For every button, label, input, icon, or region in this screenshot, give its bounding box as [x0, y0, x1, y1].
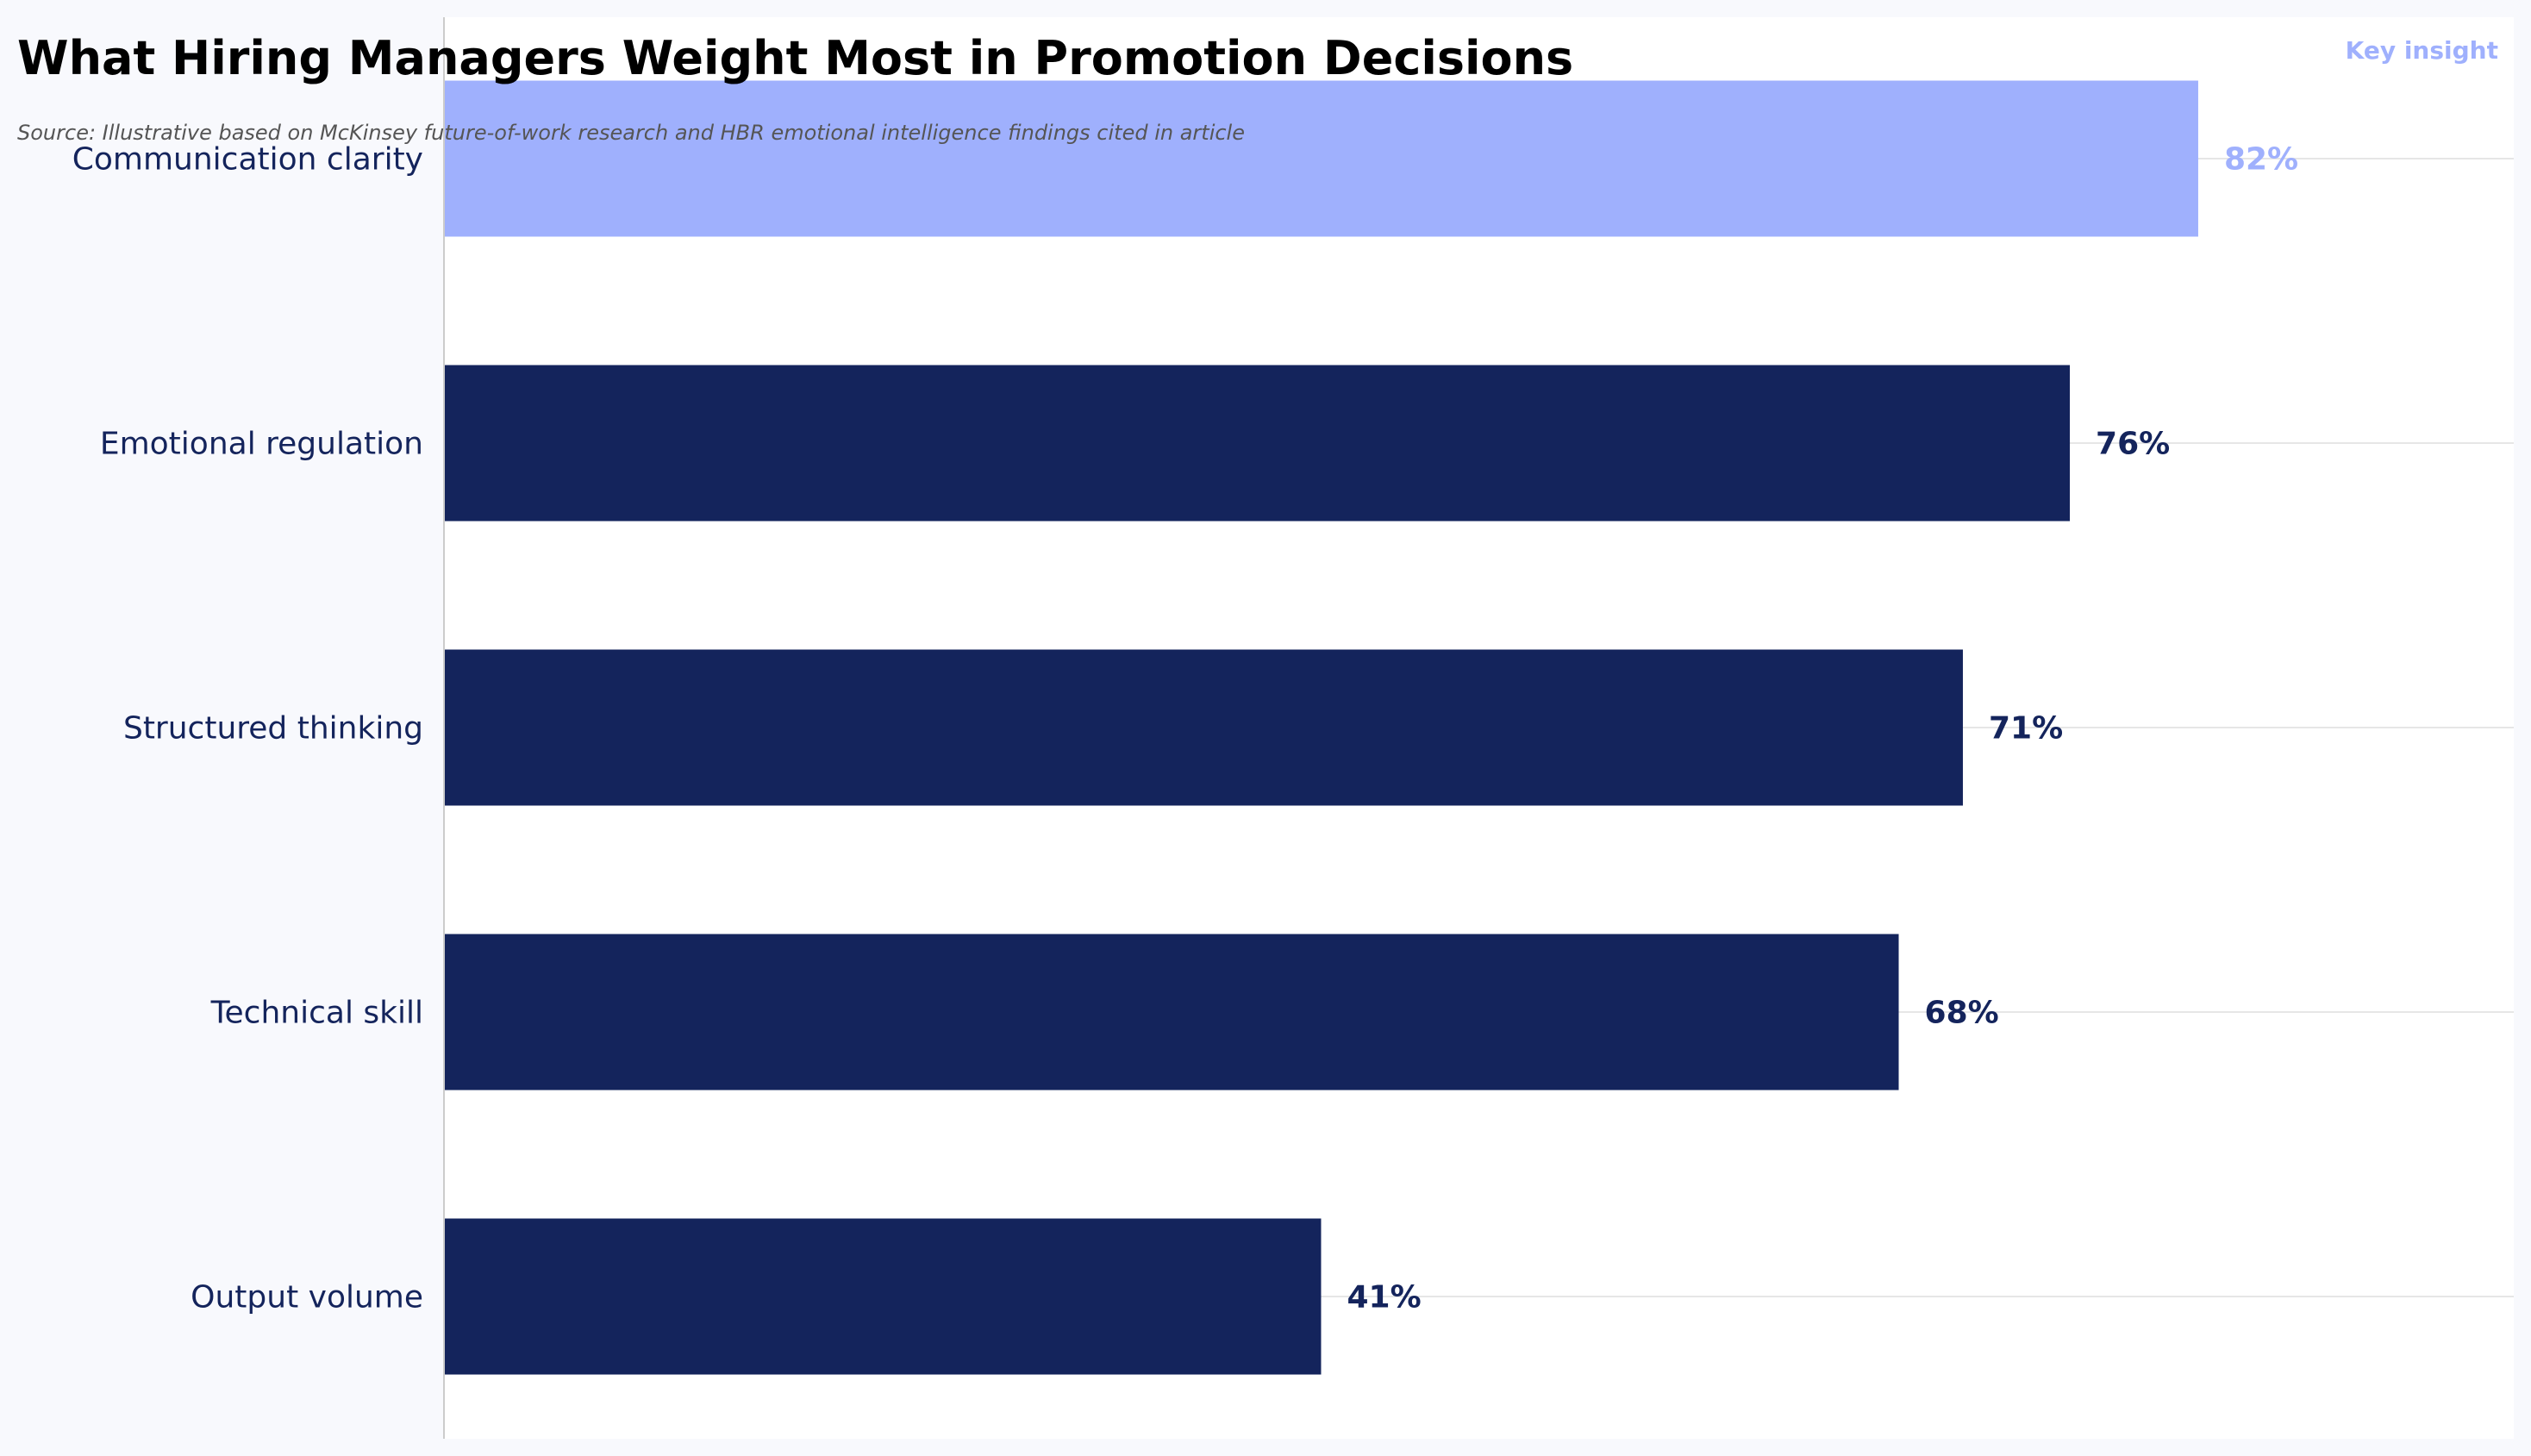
bar-3 — [444, 934, 1899, 1090]
value-label-0: 82% — [2224, 142, 2298, 178]
labels: Communication clarity 82% Emotional regula… — [72, 142, 2298, 1315]
category-label-2: Structured thinking — [123, 711, 423, 747]
chart-title: What Hiring Managers Weight Most in Prom… — [17, 31, 1573, 85]
value-label-1: 76% — [2096, 427, 2170, 462]
category-label-0: Communication clarity — [72, 142, 423, 178]
value-label-3: 68% — [1925, 996, 1999, 1031]
bar-2 — [444, 649, 1963, 806]
bar-0 — [444, 80, 2198, 237]
bar-4 — [444, 1218, 1322, 1375]
category-label-4: Output volume — [191, 1280, 423, 1315]
value-label-4: 41% — [1347, 1280, 1421, 1315]
value-label-2: 71% — [1989, 711, 2063, 747]
chart-subtitle: Source: Illustrative based on McKinsey f… — [17, 121, 1245, 145]
key-insight-annotation: Key insight — [2346, 36, 2498, 65]
category-label-1: Emotional regulation — [100, 427, 423, 462]
bars — [444, 80, 2198, 1375]
category-label-3: Technical skill — [210, 996, 423, 1031]
bar-1 — [444, 365, 2071, 522]
